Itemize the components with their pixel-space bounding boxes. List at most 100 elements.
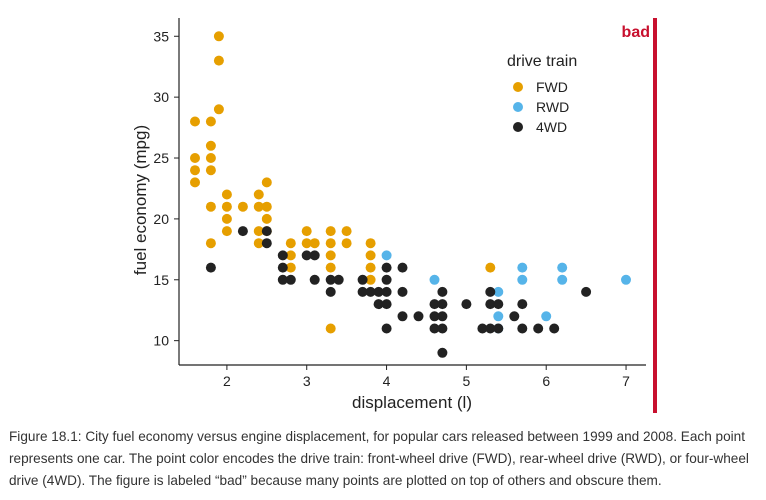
point-4wd-4 bbox=[277, 250, 288, 261]
legend-swatch-4wd bbox=[513, 122, 523, 132]
point-4wd-5 bbox=[277, 262, 288, 273]
point-4wd-3 bbox=[261, 238, 272, 249]
point-4wd-15 bbox=[357, 286, 368, 297]
y-tick-label-10: 10 bbox=[153, 333, 169, 349]
point-fwd-16 bbox=[221, 226, 232, 237]
point-4wd-22 bbox=[381, 299, 392, 310]
legend-title: drive train bbox=[507, 53, 577, 70]
point-fwd-42 bbox=[365, 274, 376, 285]
point-fwd-11 bbox=[213, 55, 224, 66]
point-fwd-17 bbox=[237, 201, 248, 212]
x-axis-title: displacement (l) bbox=[352, 393, 472, 412]
point-fwd-40 bbox=[365, 250, 376, 261]
point-fwd-6 bbox=[205, 153, 216, 163]
point-fwd-0 bbox=[190, 116, 200, 127]
point-4wd-29 bbox=[429, 311, 440, 322]
x-tick-label-4: 4 bbox=[383, 373, 391, 389]
legend-label-fwd: FWD bbox=[536, 79, 568, 95]
point-fwd-3 bbox=[190, 177, 200, 188]
point-fwd-22 bbox=[261, 177, 272, 188]
point-4wd-0 bbox=[205, 262, 216, 273]
point-4wd-13 bbox=[333, 274, 344, 285]
point-4wd-42 bbox=[493, 323, 504, 334]
point-rwd-1 bbox=[429, 274, 440, 285]
point-4wd-25 bbox=[397, 286, 408, 297]
point-4wd-38 bbox=[485, 286, 496, 297]
point-4wd-33 bbox=[437, 311, 448, 322]
point-4wd-45 bbox=[517, 323, 528, 334]
point-fwd-36 bbox=[325, 323, 336, 334]
point-rwd-9 bbox=[557, 274, 568, 285]
point-fwd-18 bbox=[253, 189, 264, 200]
point-4wd-34 bbox=[437, 323, 448, 334]
point-fwd-21 bbox=[253, 238, 264, 249]
point-4wd-35 bbox=[437, 347, 448, 358]
point-4wd-41 bbox=[493, 299, 504, 310]
y-tick-label-25: 25 bbox=[153, 150, 169, 166]
point-rwd-0 bbox=[381, 250, 392, 261]
point-fwd-30 bbox=[301, 238, 312, 249]
point-fwd-31 bbox=[309, 238, 320, 249]
point-fwd-24 bbox=[261, 213, 272, 224]
point-4wd-1 bbox=[237, 226, 248, 237]
point-4wd-31 bbox=[437, 286, 448, 297]
point-4wd-46 bbox=[533, 323, 544, 334]
bad-label: bad bbox=[622, 24, 650, 41]
point-4wd-17 bbox=[373, 286, 384, 297]
point-4wd-2 bbox=[261, 226, 272, 237]
point-fwd-43 bbox=[485, 262, 496, 273]
point-fwd-26 bbox=[285, 238, 296, 249]
point-4wd-7 bbox=[285, 274, 296, 285]
point-fwd-33 bbox=[325, 238, 336, 249]
axes: 2 3 4 5 6 7 10 15 20 25 30 35 bbox=[153, 18, 646, 389]
point-fwd-23 bbox=[261, 201, 272, 212]
point-fwd-12 bbox=[213, 104, 224, 115]
x-tick-label-5: 5 bbox=[462, 373, 470, 389]
point-fwd-20 bbox=[253, 226, 264, 237]
point-fwd-1 bbox=[190, 153, 200, 163]
point-4wd-39 bbox=[485, 299, 496, 310]
point-4wd-37 bbox=[477, 323, 488, 334]
point-4wd-30 bbox=[429, 323, 440, 334]
point-fwd-37 bbox=[341, 226, 352, 237]
point-rwd-8 bbox=[557, 262, 568, 273]
point-fwd-41 bbox=[365, 262, 376, 273]
point-rwd-6 bbox=[517, 274, 528, 285]
legend-swatch-fwd bbox=[513, 82, 523, 92]
point-4wd-24 bbox=[397, 262, 408, 273]
y-tick-label-30: 30 bbox=[153, 89, 169, 105]
point-fwd-35 bbox=[325, 262, 336, 273]
point-fwd-29 bbox=[301, 226, 312, 237]
point-4wd-6 bbox=[277, 274, 288, 285]
point-rwd-2 bbox=[493, 286, 504, 297]
y-tick-label-35: 35 bbox=[153, 28, 169, 44]
point-rwd-10 bbox=[621, 274, 631, 285]
x-tick-label-3: 3 bbox=[303, 373, 311, 389]
x-tick-label-2: 2 bbox=[223, 373, 231, 389]
point-rwd-7 bbox=[541, 311, 552, 322]
y-tick-label-15: 15 bbox=[153, 272, 169, 288]
point-fwd-15 bbox=[221, 213, 232, 224]
point-4wd-36 bbox=[461, 299, 472, 310]
point-rwd-5 bbox=[517, 262, 528, 273]
point-fwd-7 bbox=[205, 165, 216, 176]
point-4wd-28 bbox=[429, 299, 440, 310]
point-fwd-34 bbox=[325, 250, 336, 261]
point-4wd-10 bbox=[309, 274, 320, 285]
y-axis-title: fuel economy (mpg) bbox=[131, 125, 150, 275]
point-fwd-2 bbox=[190, 165, 200, 176]
point-4wd-26 bbox=[397, 311, 408, 322]
point-4wd-21 bbox=[381, 286, 392, 297]
point-4wd-14 bbox=[357, 274, 368, 285]
point-fwd-14 bbox=[221, 201, 232, 212]
point-4wd-11 bbox=[325, 274, 336, 285]
legend-label-rwd: RWD bbox=[536, 99, 569, 115]
legend: drive train FWD RWD 4WD bbox=[507, 53, 577, 135]
point-fwd-39 bbox=[365, 238, 376, 249]
point-4wd-9 bbox=[309, 250, 320, 261]
point-4wd-48 bbox=[581, 286, 592, 297]
point-fwd-19 bbox=[253, 201, 264, 212]
plot-points bbox=[190, 31, 631, 358]
point-fwd-4 bbox=[205, 116, 216, 127]
